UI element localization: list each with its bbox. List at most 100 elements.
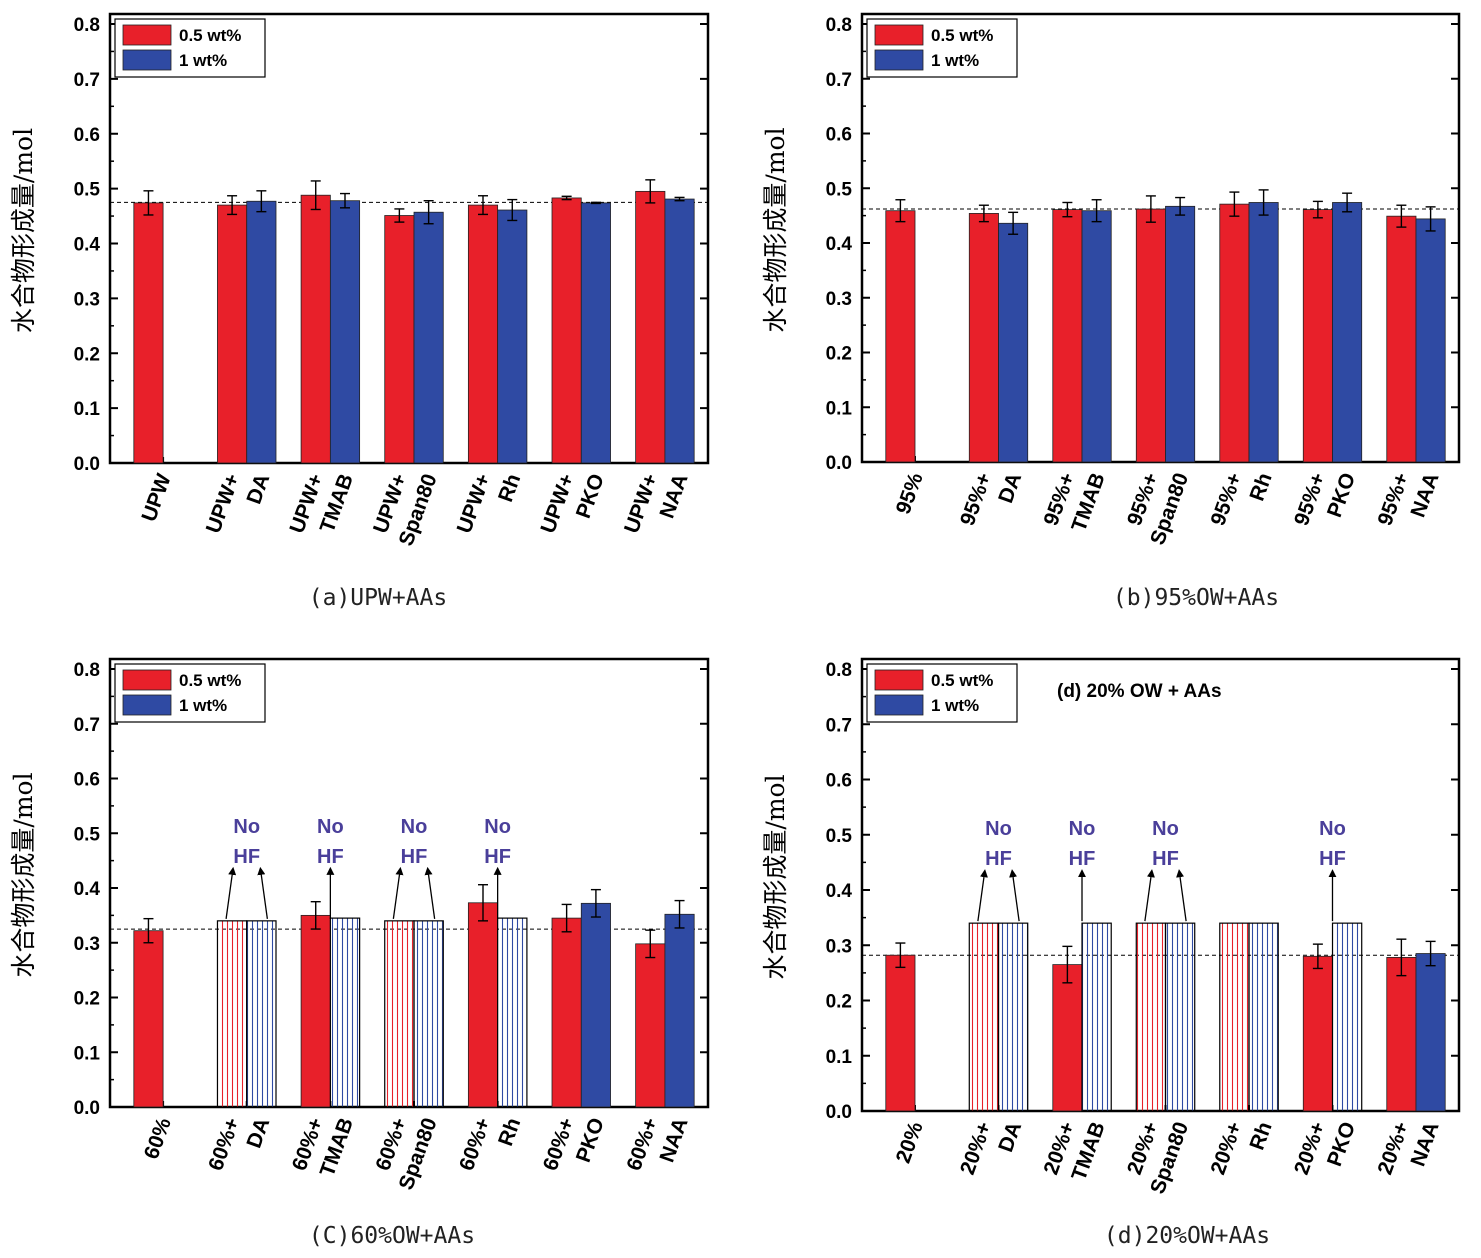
bar-blue bbox=[1248, 922, 1279, 1112]
no-hf-label: HF bbox=[1152, 848, 1179, 870]
y-tick-label: 0.3 bbox=[826, 936, 852, 957]
bar-red bbox=[1386, 215, 1417, 463]
x-category-label: UPW+ bbox=[536, 471, 579, 536]
annotation-arrow bbox=[392, 866, 404, 919]
y-tick-label: 0.8 bbox=[826, 15, 852, 36]
x-category-label: 95%+ bbox=[1374, 470, 1414, 529]
no-hf-label: HF bbox=[317, 846, 344, 868]
y-axis-label: 水合物形成量/mol bbox=[9, 128, 38, 333]
legend-swatch-red bbox=[122, 669, 172, 691]
chart-panel-3: 0.0 0.1 0.2 0.3 0.4 0.5 0.6 0.7 0.8 水合物形成量/mol 20%… bbox=[761, 657, 1461, 1249]
x-category-label: DA bbox=[994, 470, 1026, 506]
bar-blue bbox=[1248, 202, 1279, 463]
bar-red bbox=[635, 190, 666, 464]
y-tick-label: 0.7 bbox=[74, 70, 100, 91]
x-category-label: UPW+ bbox=[620, 471, 663, 536]
y-tick-label: 0.0 bbox=[74, 454, 100, 475]
y-tick-label: 0.5 bbox=[826, 179, 853, 200]
legend-label: 0.5 wt% bbox=[179, 671, 241, 690]
bar-red bbox=[1302, 209, 1333, 463]
x-category-label: 95% bbox=[892, 470, 928, 518]
y-tick-label: 0.3 bbox=[74, 934, 100, 955]
bar-red bbox=[1135, 208, 1166, 463]
annotation-arrow bbox=[424, 866, 436, 919]
x-category-label: 20%+ bbox=[1290, 1119, 1330, 1178]
x-category-label: 20% bbox=[892, 1119, 928, 1167]
bar-red bbox=[217, 204, 248, 464]
bar-blue bbox=[497, 209, 528, 464]
bar-red bbox=[968, 922, 1000, 1112]
annotation-arrow bbox=[1009, 869, 1020, 922]
bar-red bbox=[885, 210, 916, 463]
bar-red bbox=[1302, 955, 1333, 1112]
x-category-label: Rh bbox=[494, 1115, 525, 1149]
bar-red bbox=[300, 914, 331, 1108]
y-tick-label: 0.6 bbox=[826, 125, 852, 146]
bar-red bbox=[133, 202, 164, 464]
no-hf-label: HF bbox=[1069, 848, 1096, 870]
legend-swatch-blue bbox=[122, 49, 172, 71]
bar-blue bbox=[664, 913, 695, 1108]
bar-blue bbox=[1415, 218, 1446, 463]
bar-blue bbox=[1081, 922, 1112, 1112]
x-category-label: 60%+ bbox=[455, 1115, 495, 1174]
chart-panel-1: 0.0 0.1 0.2 0.3 0.4 0.5 0.6 0.7 0.8 水合物形成量/mol 95%… bbox=[761, 12, 1461, 611]
bar-red bbox=[885, 954, 916, 1112]
legend-swatch-blue bbox=[874, 694, 924, 716]
y-tick-label: 0.0 bbox=[74, 1098, 100, 1119]
x-category-label: DA bbox=[994, 1119, 1026, 1155]
bar-red bbox=[1386, 957, 1417, 1112]
x-category-label: 60%+ bbox=[539, 1115, 579, 1174]
panel-caption: (a)UPW+AAs bbox=[309, 585, 447, 611]
bar-blue bbox=[580, 902, 611, 1108]
y-tick-label: 0.5 bbox=[826, 826, 853, 847]
x-category-label: 95%+ bbox=[1290, 470, 1330, 529]
bar-blue bbox=[413, 920, 444, 1108]
y-tick-label: 0.6 bbox=[826, 771, 852, 792]
y-tick-label: 0.2 bbox=[826, 992, 852, 1013]
bar-blue bbox=[329, 200, 361, 464]
bar-blue bbox=[1331, 922, 1363, 1112]
no-hf-label: No bbox=[1152, 818, 1179, 840]
x-category-label: Rh bbox=[1246, 1119, 1277, 1153]
y-tick-label: 0.1 bbox=[74, 399, 101, 420]
y-tick-label: 0.4 bbox=[826, 881, 853, 902]
x-category-label: Rh bbox=[494, 471, 525, 505]
y-tick-label: 0.3 bbox=[826, 289, 852, 310]
x-category-label: 95%+ bbox=[1207, 470, 1247, 529]
bar-blue bbox=[998, 222, 1029, 463]
annotation-arrow bbox=[257, 866, 269, 919]
legend-label: 1 wt% bbox=[179, 51, 227, 70]
bar-red bbox=[968, 213, 999, 463]
legend-label: 1 wt% bbox=[931, 51, 979, 70]
y-tick-label: 0.6 bbox=[74, 125, 100, 146]
panel-caption: (d)20%OW+AAs bbox=[1104, 1223, 1270, 1249]
y-tick-label: 0.0 bbox=[826, 453, 852, 474]
legend-label: 0.5 wt% bbox=[179, 26, 241, 45]
bar-blue bbox=[1332, 202, 1363, 463]
panel-caption: (b)95%OW+AAs bbox=[1113, 585, 1279, 611]
bar-blue bbox=[246, 920, 277, 1108]
y-tick-label: 0.7 bbox=[74, 715, 100, 736]
y-tick-label: 0.1 bbox=[826, 398, 853, 419]
bar-blue bbox=[1081, 210, 1112, 463]
y-tick-label: 0.4 bbox=[74, 879, 101, 900]
bar-red bbox=[384, 215, 415, 464]
bar-red bbox=[1052, 209, 1083, 463]
bar-blue bbox=[1164, 922, 1196, 1112]
x-category-label: UPW+ bbox=[202, 471, 245, 536]
bar-blue bbox=[1165, 205, 1196, 463]
y-axis-label: 水合物形成量/mol bbox=[9, 772, 38, 977]
no-hf-label: No bbox=[401, 816, 428, 838]
no-hf-label: No bbox=[1319, 818, 1346, 840]
no-hf-label: HF bbox=[401, 846, 428, 868]
no-hf-label: No bbox=[985, 818, 1012, 840]
panel-caption: (C)60%OW+AAs bbox=[309, 1223, 475, 1249]
legend-swatch-red bbox=[122, 24, 172, 46]
x-category-label: 20%+ bbox=[956, 1119, 996, 1178]
y-axis-label: 水合物形成量/mol bbox=[761, 774, 790, 979]
x-category-label: UPW bbox=[137, 471, 175, 525]
annotation-arrow bbox=[1176, 869, 1187, 922]
no-hf-label: No bbox=[317, 816, 344, 838]
bar-blue bbox=[497, 917, 528, 1108]
